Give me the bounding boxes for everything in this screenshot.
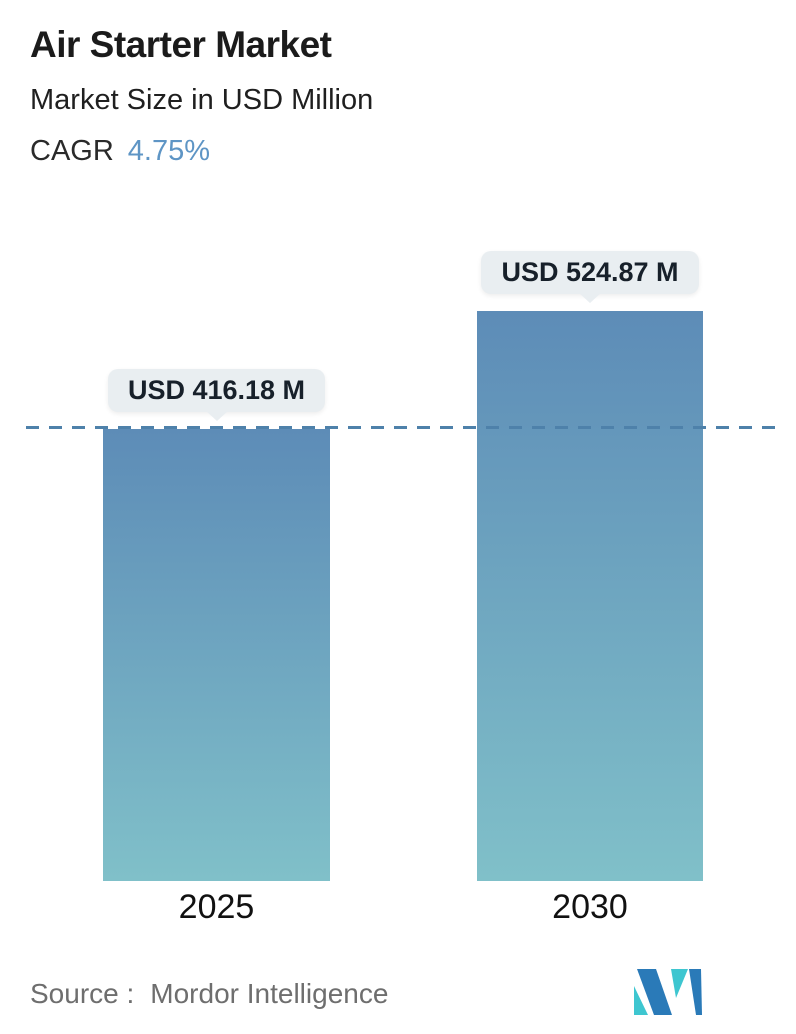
x-axis-label-2030: 2030 bbox=[552, 888, 628, 926]
source-line: Source : Mordor Intelligence bbox=[30, 978, 388, 1010]
cagr-value: 4.75% bbox=[127, 135, 211, 167]
cagr-row: CAGR 4.75% bbox=[30, 135, 210, 168]
data-label-2025: USD 416.18 M bbox=[107, 369, 326, 412]
bar-column-2025: USD 416.18 M bbox=[103, 369, 330, 881]
dashed-reference-line bbox=[26, 426, 783, 429]
chart-subtitle: Market Size in USD Million bbox=[30, 84, 374, 116]
cagr-label: CAGR bbox=[30, 135, 114, 167]
x-axis-label-2025: 2025 bbox=[178, 888, 255, 926]
source-value: Mordor Intelligence bbox=[150, 978, 389, 1009]
bar-column-2030: USD 524.87 M bbox=[477, 251, 703, 881]
bar-2025 bbox=[103, 429, 330, 881]
bar-2030 bbox=[477, 311, 703, 881]
source-label: Source : bbox=[30, 978, 135, 1009]
mordor-intelligence-logo bbox=[634, 969, 702, 1015]
data-label-2030: USD 524.87 M bbox=[481, 251, 699, 294]
chart-title: Air Starter Market bbox=[30, 24, 332, 65]
